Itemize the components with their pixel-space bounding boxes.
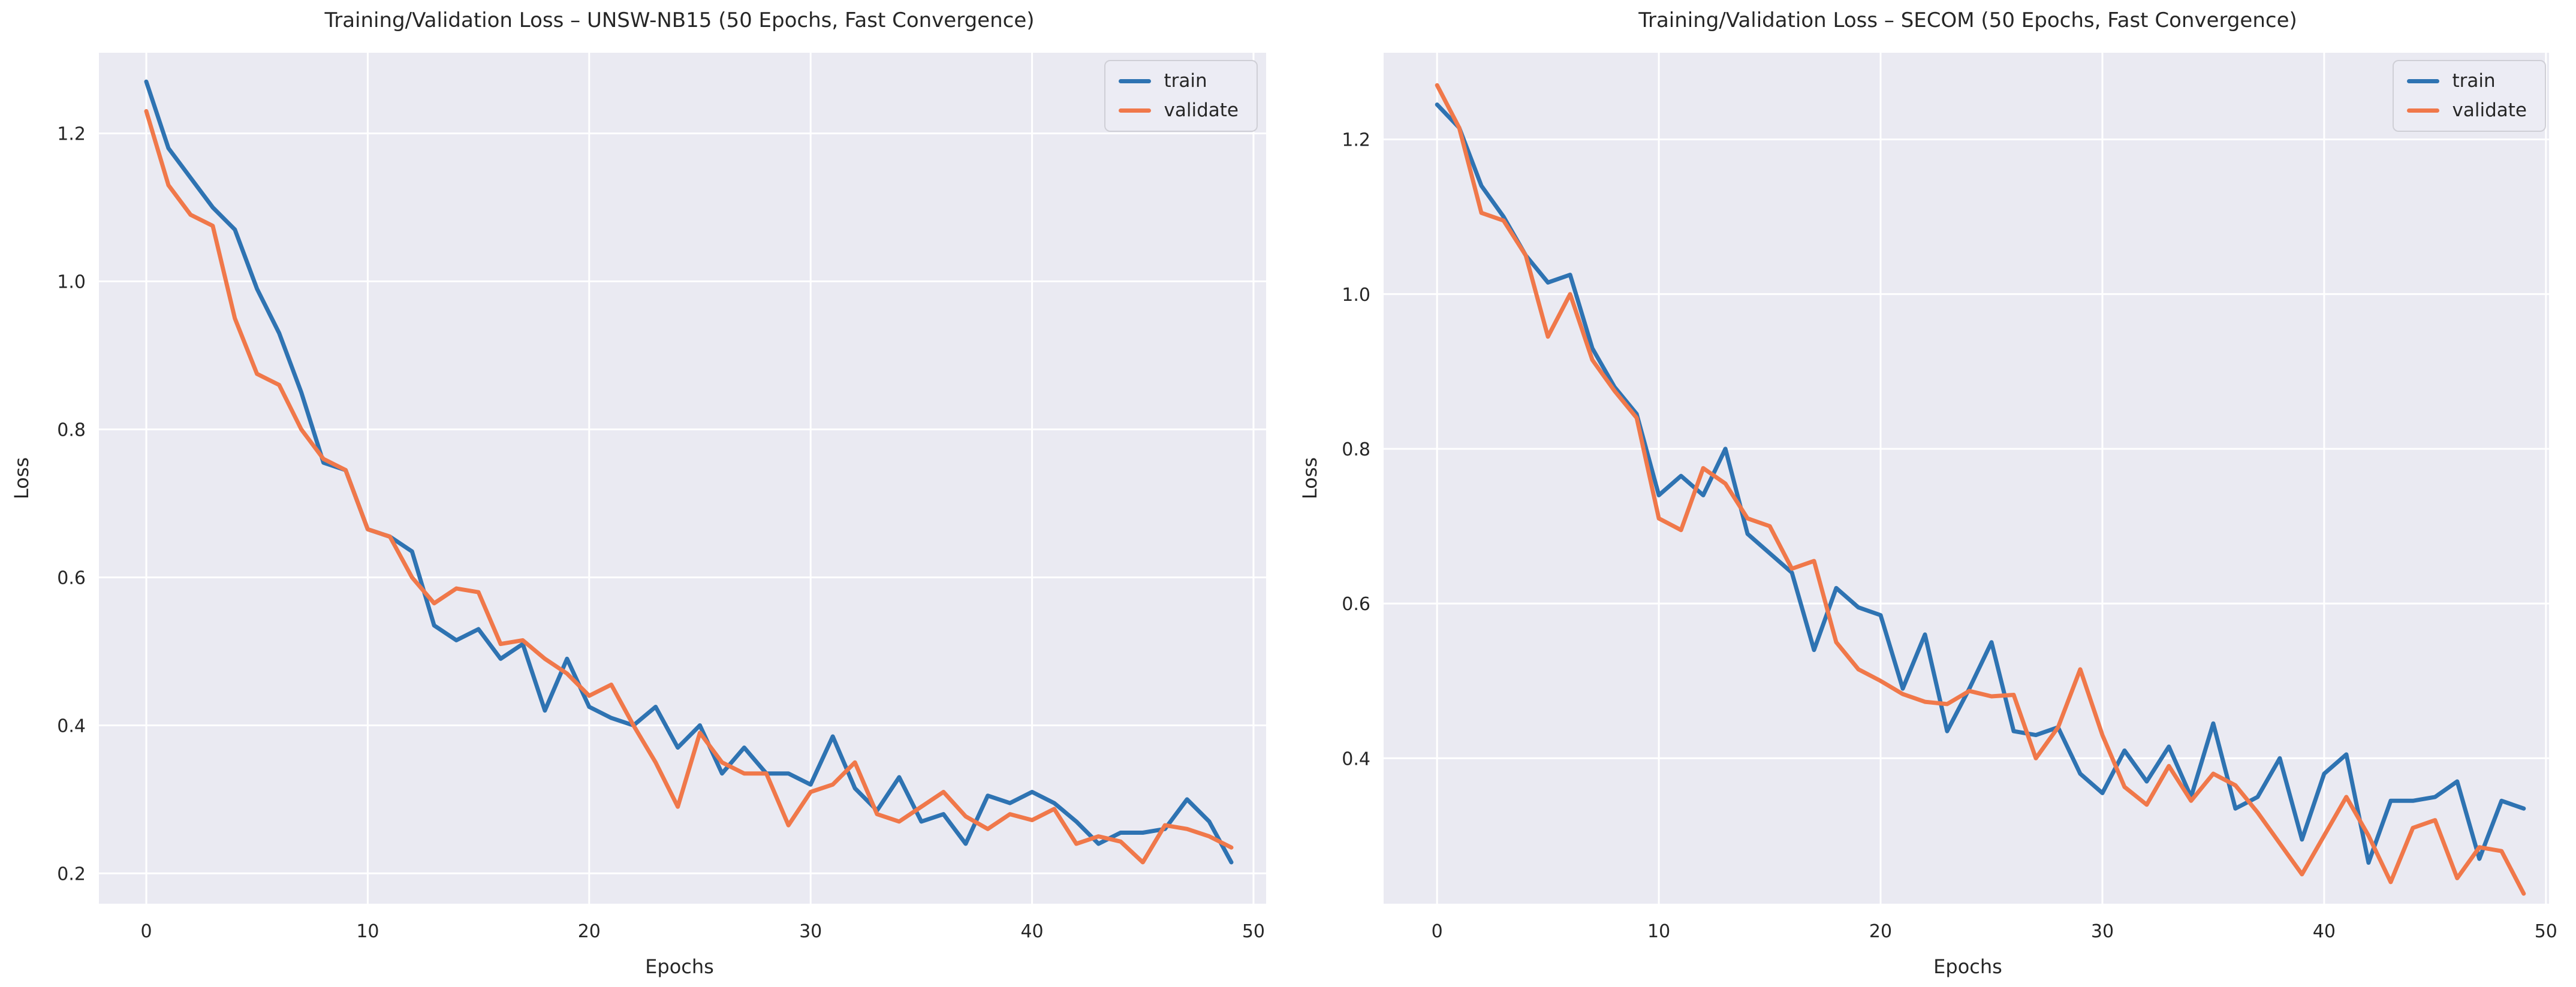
y-tick-label: 0.4 [57, 716, 86, 737]
y-tick-label: 0.2 [57, 864, 86, 885]
legend-label: train [2452, 70, 2496, 92]
y-tick-label: 1.2 [1342, 130, 1370, 151]
y-tick-label: 0.8 [57, 420, 86, 441]
validate-line-swatch-icon [2406, 108, 2439, 113]
plot-background [1384, 53, 2549, 904]
series-line-validate [144, 109, 1234, 865]
legend-item-train: train [1118, 70, 1239, 92]
legend-label: train [1164, 70, 1207, 92]
x-tick-label: 40 [2313, 921, 2336, 942]
series-line-train [144, 79, 1234, 865]
x-tick-label: 10 [356, 921, 379, 942]
y-tick-label: 0.6 [1342, 594, 1370, 615]
x-tick-label: 50 [1242, 921, 1265, 942]
legend-item-validate: validate [2406, 99, 2527, 121]
loss-plot-unsw-nb15: 0 10 20 30 40 50 0.2 0.4 0.6 0.8 1.0 1.2 [57, 53, 1266, 942]
legend: train validate [2392, 60, 2546, 132]
chart-panel-secom: Training/Validation Loss – SECOM (50 Epo… [1288, 0, 2576, 987]
loss-plot-secom: 0 10 20 30 40 50 0.4 0.6 0.8 1.0 1.2 [1342, 53, 2557, 942]
validate-line-swatch-icon [1118, 108, 1151, 113]
chart-panel-unsw-nb15: Training/Validation Loss – UNSW-NB15 (50… [10, 8, 1266, 978]
legend: train validate [1104, 60, 1258, 132]
x-tick-label: 20 [1869, 921, 1892, 942]
x-tick-label: 40 [1020, 921, 1043, 942]
legend-item-validate: validate [1118, 99, 1239, 121]
y-tick-label: 1.0 [57, 272, 86, 293]
legend-item-train: train [2406, 70, 2527, 92]
chart-title: Training/Validation Loss – SECOM (50 Epo… [1638, 8, 2297, 32]
x-tick-label: 30 [799, 921, 822, 942]
legend-label: validate [1164, 99, 1239, 121]
series-line-train [1435, 102, 2526, 865]
chart-title: Training/Validation Loss – UNSW-NB15 (50… [324, 8, 1035, 32]
y-tick-label: 0.6 [57, 568, 86, 588]
x-tick-label: 20 [578, 921, 601, 942]
series-line-validate [1435, 83, 2526, 896]
x-axis-label: Epochs [645, 955, 714, 978]
legend-label: validate [2452, 99, 2527, 121]
y-tick-label: 1.0 [1342, 285, 1370, 306]
x-tick-label: 50 [2535, 921, 2557, 942]
train-line-swatch-icon [1118, 79, 1151, 83]
x-tick-label: 0 [1432, 921, 1443, 942]
plot-background [99, 53, 1266, 904]
x-axis-label: Epochs [1933, 955, 2002, 978]
y-tick-label: 0.8 [1342, 439, 1370, 460]
y-tick-label: 0.4 [1342, 748, 1370, 769]
x-tick-label: 30 [2091, 921, 2114, 942]
x-tick-label: 0 [141, 921, 152, 942]
x-tick-label: 10 [1647, 921, 1670, 942]
y-tick-label: 1.2 [57, 124, 86, 145]
train-line-swatch-icon [2406, 79, 2439, 83]
